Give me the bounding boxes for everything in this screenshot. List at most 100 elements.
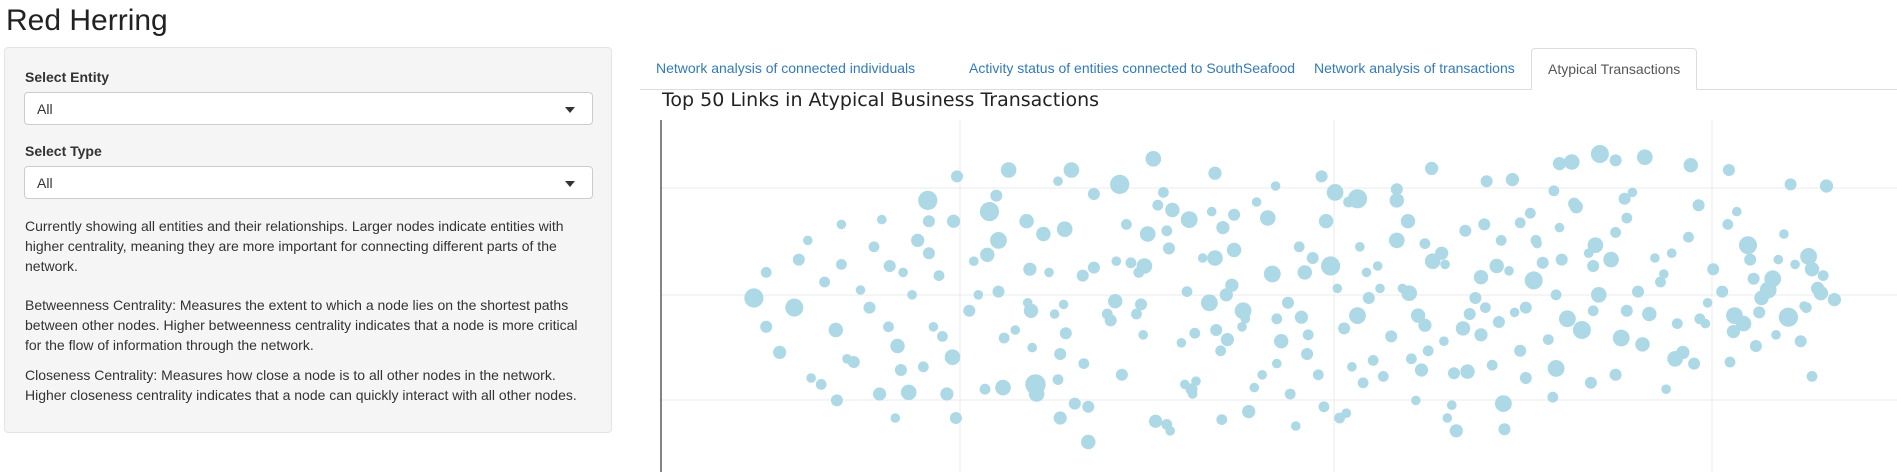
network-node[interactable] bbox=[918, 190, 938, 210]
network-node[interactable] bbox=[1332, 283, 1343, 294]
network-node[interactable] bbox=[1753, 306, 1766, 319]
network-node[interactable] bbox=[1532, 238, 1542, 249]
network-node[interactable] bbox=[1023, 262, 1037, 276]
network-node[interactable] bbox=[1459, 224, 1472, 237]
network-node[interactable] bbox=[1827, 293, 1841, 307]
network-node[interactable] bbox=[1176, 338, 1187, 348]
network-node[interactable] bbox=[1249, 382, 1260, 393]
network-node[interactable] bbox=[1180, 211, 1198, 228]
network-node[interactable] bbox=[830, 394, 843, 407]
network-node[interactable] bbox=[1054, 348, 1067, 360]
network-node[interactable] bbox=[898, 267, 908, 278]
network-node[interactable] bbox=[1390, 183, 1403, 196]
network-node[interactable] bbox=[1226, 242, 1242, 258]
network-node[interactable] bbox=[1028, 386, 1045, 402]
network-node[interactable] bbox=[1618, 192, 1631, 205]
network-node[interactable] bbox=[806, 373, 816, 383]
network-node[interactable] bbox=[907, 290, 917, 300]
network-node[interactable] bbox=[803, 235, 813, 246]
network-node[interactable] bbox=[1799, 301, 1809, 311]
network-node[interactable] bbox=[1635, 337, 1650, 352]
network-node[interactable] bbox=[947, 214, 961, 228]
network-node[interactable] bbox=[1115, 368, 1128, 381]
network-node[interactable] bbox=[1486, 359, 1498, 371]
network-node[interactable] bbox=[842, 354, 852, 364]
network-node[interactable] bbox=[979, 202, 1000, 222]
network-node[interactable] bbox=[1216, 414, 1228, 425]
network-node[interactable] bbox=[1650, 253, 1660, 263]
network-node[interactable] bbox=[1584, 376, 1597, 389]
network-node[interactable] bbox=[1121, 219, 1132, 230]
network-node[interactable] bbox=[1338, 322, 1351, 335]
network-node[interactable] bbox=[1495, 235, 1507, 246]
select-type-dropdown[interactable]: All bbox=[24, 166, 593, 199]
network-node[interactable] bbox=[1053, 411, 1067, 425]
network-node[interactable] bbox=[1603, 251, 1619, 268]
network-node[interactable] bbox=[1389, 232, 1405, 249]
network-node[interactable] bbox=[894, 364, 907, 376]
network-node[interactable] bbox=[1492, 316, 1505, 328]
network-node[interactable] bbox=[1666, 248, 1677, 258]
network-node[interactable] bbox=[1010, 325, 1021, 335]
network-node[interactable] bbox=[1609, 154, 1622, 167]
network-node[interactable] bbox=[1357, 377, 1369, 389]
network-node[interactable] bbox=[1724, 356, 1736, 368]
network-node[interactable] bbox=[900, 384, 917, 401]
network-node[interactable] bbox=[1108, 294, 1123, 309]
network-node[interactable] bbox=[1707, 263, 1720, 276]
network-node[interactable] bbox=[1800, 248, 1817, 265]
network-node[interactable] bbox=[1425, 161, 1439, 175]
network-node[interactable] bbox=[1056, 221, 1073, 237]
network-node[interactable] bbox=[917, 361, 929, 373]
network-node[interactable] bbox=[1612, 329, 1630, 347]
network-node[interactable] bbox=[1692, 199, 1705, 212]
network-node[interactable] bbox=[1138, 330, 1148, 340]
network-node[interactable] bbox=[1161, 225, 1173, 237]
network-node[interactable] bbox=[1245, 405, 1255, 415]
network-node[interactable] bbox=[1271, 313, 1283, 325]
network-node[interactable] bbox=[1655, 276, 1666, 288]
network-node[interactable] bbox=[1411, 395, 1421, 406]
network-node[interactable] bbox=[1702, 298, 1713, 308]
network-node[interactable] bbox=[873, 387, 887, 401]
network-node[interactable] bbox=[744, 288, 764, 308]
network-node[interactable] bbox=[973, 290, 984, 300]
network-node[interactable] bbox=[1312, 369, 1324, 381]
network-node[interactable] bbox=[933, 270, 945, 281]
network-node[interactable] bbox=[1282, 296, 1294, 309]
network-node[interactable] bbox=[1688, 357, 1701, 370]
network-node[interactable] bbox=[836, 259, 847, 270]
network-node[interactable] bbox=[1372, 261, 1383, 271]
network-node[interactable] bbox=[1671, 318, 1683, 329]
network-node[interactable] bbox=[1078, 358, 1090, 369]
network-node[interactable] bbox=[1302, 329, 1314, 341]
network-node[interactable] bbox=[877, 214, 887, 225]
network-node[interactable] bbox=[1355, 242, 1365, 252]
network-node[interactable] bbox=[1206, 206, 1217, 217]
network-node[interactable] bbox=[1027, 342, 1037, 353]
network-node[interactable] bbox=[1076, 269, 1089, 282]
network-node[interactable] bbox=[944, 349, 961, 365]
network-node[interactable] bbox=[1215, 345, 1227, 357]
network-node[interactable] bbox=[1536, 256, 1549, 269]
network-node[interactable] bbox=[980, 247, 995, 262]
network-node[interactable] bbox=[1019, 214, 1034, 229]
network-node[interactable] bbox=[1315, 170, 1328, 183]
network-node[interactable] bbox=[1208, 166, 1222, 180]
network-node[interactable] bbox=[1794, 335, 1807, 348]
network-node[interactable] bbox=[1139, 226, 1156, 242]
network-node[interactable] bbox=[1240, 314, 1251, 324]
network-node[interactable] bbox=[1401, 285, 1417, 301]
network-node[interactable] bbox=[1569, 200, 1583, 214]
network-node[interactable] bbox=[1505, 173, 1519, 187]
network-node[interactable] bbox=[1620, 304, 1633, 317]
network-node[interactable] bbox=[1087, 261, 1100, 274]
network-node[interactable] bbox=[1385, 330, 1398, 343]
network-node[interactable] bbox=[1771, 330, 1781, 340]
network-node[interactable] bbox=[1291, 421, 1301, 431]
network-node[interactable] bbox=[868, 241, 880, 253]
network-node[interactable] bbox=[1410, 308, 1426, 323]
network-node[interactable] bbox=[1572, 321, 1591, 339]
network-node[interactable] bbox=[785, 298, 804, 317]
network-node[interactable] bbox=[1587, 305, 1599, 317]
